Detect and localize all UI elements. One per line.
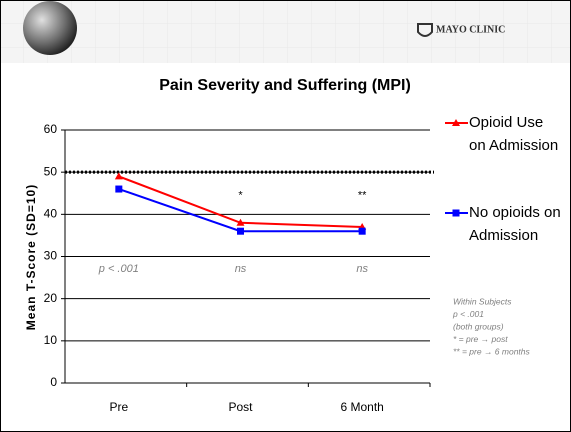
y-tick-label: 0 [50, 375, 57, 389]
significance-label: p < .001 [98, 263, 139, 275]
x-tick-label: 6 Month [340, 400, 383, 414]
y-tick-label: 40 [44, 207, 58, 221]
note-line: Within Subjects [453, 296, 512, 306]
y-tick-label: 10 [44, 333, 58, 347]
logo-text: MAYO CLINIC [436, 24, 505, 35]
slide: MAYO CLINIC Pain Severity and Suffering … [0, 0, 571, 432]
note-line: p < .001 [452, 309, 484, 319]
note-line: (both groups) [453, 321, 504, 331]
y-tick-label: 50 [44, 164, 58, 178]
y-tick-label: 30 [44, 249, 58, 263]
x-tick-label: Post [228, 400, 253, 414]
legend-label: Opioid Use on Admission [469, 111, 561, 157]
significance-label: ns [235, 263, 247, 275]
legend-marker [453, 210, 460, 217]
globe-logo [23, 1, 77, 55]
data-point [359, 228, 366, 235]
data-point [115, 186, 122, 193]
data-point [237, 228, 244, 235]
significance-label: ns [356, 263, 368, 275]
significance-marker: * [238, 189, 243, 201]
chart-title: Pain Severity and Suffering (MPI) [159, 77, 411, 94]
x-tick-label: Pre [109, 400, 128, 414]
y-tick-label: 60 [44, 122, 58, 136]
note-line: * = pre → post [453, 334, 508, 344]
y-tick-label: 20 [44, 291, 58, 305]
y-axis-label: Mean T-Score (SD=10) [24, 184, 38, 330]
note-line: ** = pre → 6 months [453, 346, 531, 356]
legend-label: No opioids on Admission [469, 201, 569, 247]
significance-marker: ** [358, 189, 367, 201]
